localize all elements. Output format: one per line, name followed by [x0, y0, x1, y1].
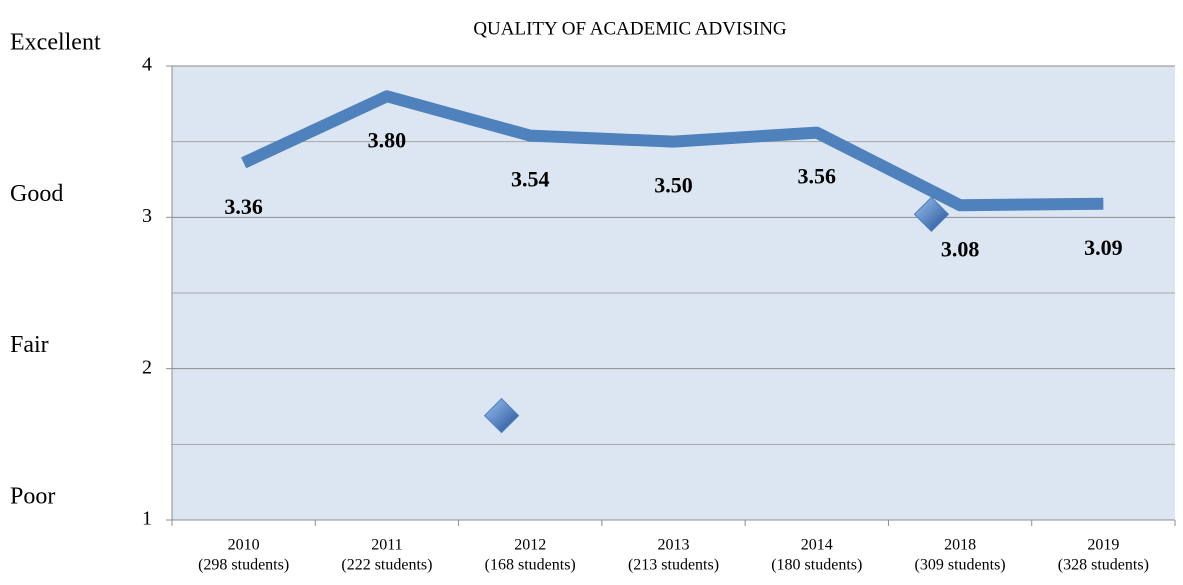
x-tick-label: 2012 — [514, 537, 546, 554]
x-tick-label: 2019 — [1087, 537, 1119, 554]
x-tick-label: 2011 — [371, 537, 402, 554]
x-tick-label: 2014 — [801, 537, 833, 554]
x-tick-note: (298 students) — [198, 557, 289, 574]
rating-label: Good — [10, 181, 63, 207]
data-label: 3.54 — [511, 167, 550, 192]
x-tick-note: (213 students) — [628, 557, 719, 574]
y-tick-label: 4 — [142, 54, 152, 76]
y-tick-label: 1 — [142, 508, 152, 530]
data-label: 3.56 — [798, 164, 837, 189]
x-tick-label: 2013 — [658, 537, 690, 554]
x-tick-note: (328 students) — [1058, 557, 1149, 574]
x-tick-label: 2018 — [944, 537, 976, 554]
data-label: 3.50 — [654, 173, 693, 198]
x-tick-note: (309 students) — [915, 557, 1006, 574]
rating-label: Fair — [10, 332, 49, 358]
chart-title: QUALITY OF ACADEMIC ADVISING — [473, 18, 787, 39]
x-tick-note: (168 students) — [485, 557, 576, 574]
diamond-marker — [483, 397, 520, 434]
diamond-marker — [913, 196, 950, 233]
x-tick-note: (180 students) — [771, 557, 862, 574]
data-label: 3.08 — [941, 236, 980, 261]
data-label: 3.36 — [224, 194, 263, 219]
y-tick-label: 2 — [142, 356, 152, 378]
data-label: 3.80 — [368, 127, 407, 152]
data-label: 3.09 — [1084, 235, 1123, 260]
series-line — [241, 90, 1104, 212]
x-tick-label: 2010 — [228, 537, 260, 554]
x-tick-note: (222 students) — [341, 557, 432, 574]
y-tick-label: 3 — [142, 205, 152, 227]
rating-label: Poor — [10, 484, 55, 510]
rating-label: Excellent — [10, 30, 101, 56]
